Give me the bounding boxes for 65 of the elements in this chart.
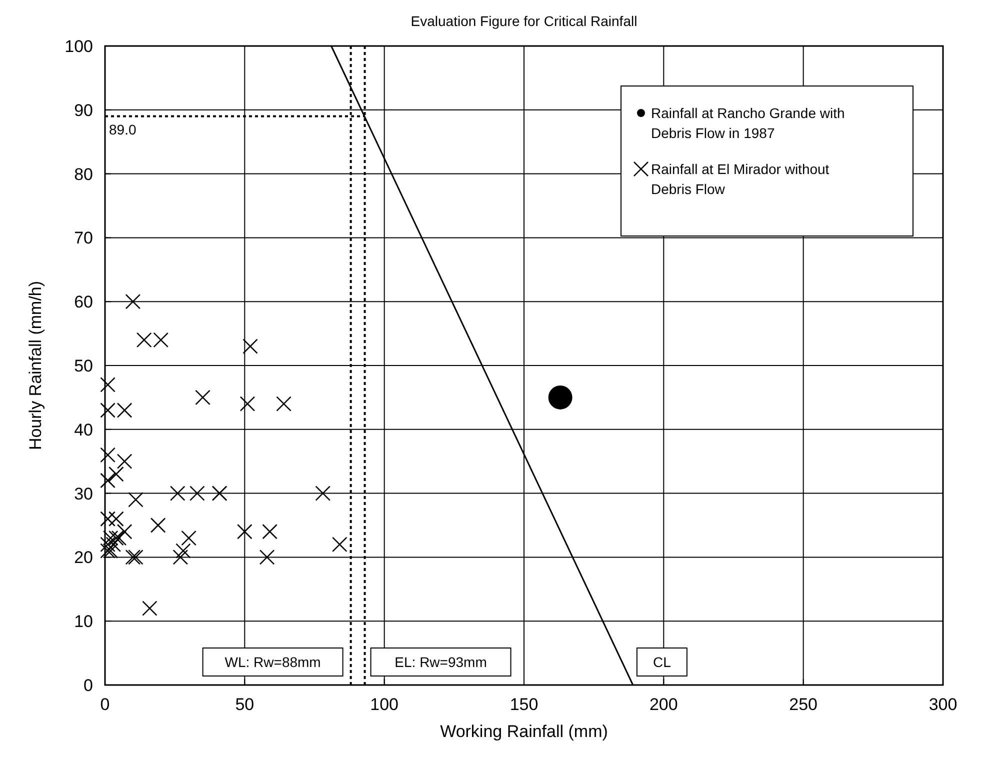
x-tick-label: 250 — [789, 695, 818, 714]
x-tick-label: 50 — [235, 695, 254, 714]
legend-label: Rainfall at Rancho Grande with Debris Flow in 1987 — [651, 105, 845, 141]
point — [190, 486, 205, 501]
point — [100, 472, 116, 488]
y-tick-label: 60 — [74, 292, 93, 312]
point — [108, 530, 124, 546]
point — [315, 486, 331, 501]
y-tick-label: 70 — [74, 228, 93, 248]
point — [262, 524, 278, 540]
point — [100, 377, 116, 392]
y-tick-label: 30 — [74, 484, 93, 504]
y-tick-label: 0 — [84, 676, 93, 695]
x-tick-label: 300 — [928, 695, 958, 714]
ref-line-label: 89.0 — [109, 121, 136, 138]
point — [242, 338, 258, 354]
point — [142, 600, 158, 616]
point — [128, 492, 144, 508]
point — [108, 466, 124, 482]
ref-line-label: EL: Rw=93mm — [394, 654, 487, 670]
point — [170, 486, 186, 501]
point — [100, 536, 116, 552]
x-tick-label: 200 — [649, 695, 678, 714]
ref-line-label: WL: Rw=88mm — [224, 654, 321, 670]
point — [116, 454, 132, 469]
point — [240, 396, 256, 412]
point — [116, 524, 132, 540]
y-tick-label: 100 — [64, 37, 93, 56]
point — [237, 524, 252, 540]
point — [150, 518, 166, 533]
point — [125, 550, 141, 565]
point — [125, 294, 141, 310]
point — [276, 396, 292, 412]
point — [100, 447, 116, 463]
x-tick-label: 100 — [370, 695, 399, 714]
y-tick-label: 20 — [74, 548, 93, 568]
point — [102, 543, 118, 558]
y-axis-title: Hourly Rainfall (mm/h) — [26, 280, 45, 450]
point — [332, 536, 348, 552]
point — [128, 550, 144, 565]
point — [111, 530, 127, 546]
legend-label: Rainfall at El Mirador without Debris Flow — [651, 161, 830, 197]
annotation: CL — [652, 654, 672, 670]
point — [548, 385, 572, 410]
y-tick-label: 50 — [74, 356, 93, 376]
point — [102, 530, 118, 546]
point — [100, 511, 116, 527]
label-box: EL: Rw=93mm — [370, 648, 512, 676]
point — [108, 511, 124, 527]
x-axis-title: Working Rainfall (mm) — [440, 722, 608, 741]
point — [172, 550, 188, 565]
chart-title: Evaluation Figure for Critical Rainfall — [410, 13, 638, 29]
point — [176, 543, 191, 558]
y-tick-label: 10 — [74, 612, 93, 632]
label-box: CL — [636, 648, 688, 676]
point — [181, 530, 196, 546]
x-tick-label: 150 — [510, 695, 538, 714]
point — [100, 543, 116, 558]
label-box: WL: Rw=88mm — [202, 648, 344, 676]
y-tick-label: 40 — [74, 420, 93, 440]
x-tick-label: 0 — [100, 695, 110, 714]
y-tick-label: 90 — [74, 100, 93, 120]
y-tick-label: 80 — [74, 164, 93, 184]
point — [259, 550, 275, 565]
point — [195, 390, 210, 406]
